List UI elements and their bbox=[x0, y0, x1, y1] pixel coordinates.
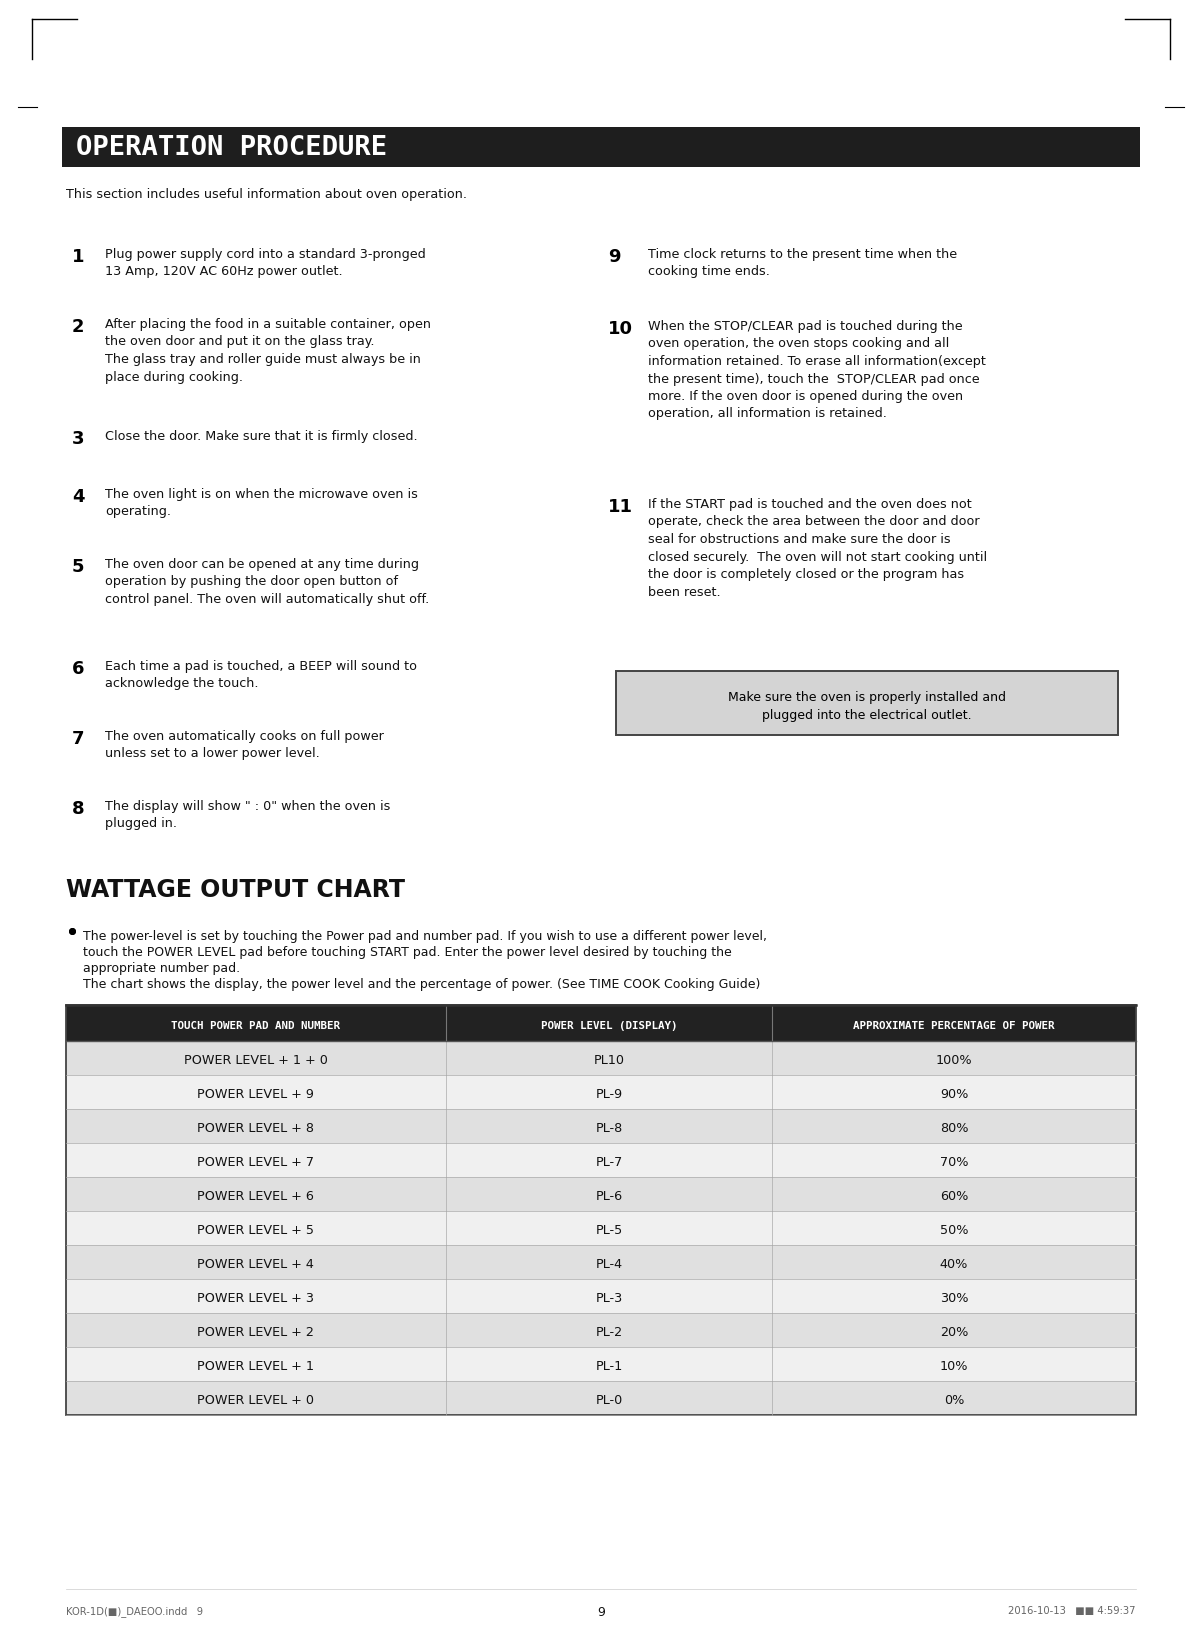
Bar bbox=[66, 1211, 1136, 1245]
Text: 20%: 20% bbox=[940, 1325, 969, 1338]
Bar bbox=[66, 1144, 1136, 1177]
Bar bbox=[66, 1314, 1136, 1346]
Text: 7: 7 bbox=[72, 730, 84, 747]
Text: 60%: 60% bbox=[940, 1190, 969, 1203]
Text: OPERATION PROCEDURE: OPERATION PROCEDURE bbox=[76, 135, 387, 162]
Text: POWER LEVEL + 7: POWER LEVEL + 7 bbox=[197, 1155, 315, 1169]
Bar bbox=[66, 1279, 1136, 1314]
Text: APPROXIMATE PERCENTAGE OF POWER: APPROXIMATE PERCENTAGE OF POWER bbox=[853, 1020, 1055, 1030]
Text: Plug power supply cord into a standard 3-pronged
13 Amp, 120V AC 60Hz power outl: Plug power supply cord into a standard 3… bbox=[105, 248, 426, 279]
Text: 80%: 80% bbox=[940, 1121, 969, 1134]
Text: POWER LEVEL + 5: POWER LEVEL + 5 bbox=[197, 1224, 315, 1237]
Bar bbox=[66, 1005, 1136, 1041]
Bar bbox=[66, 1110, 1136, 1144]
Text: Close the door. Make sure that it is firmly closed.: Close the door. Make sure that it is fir… bbox=[105, 429, 417, 442]
Text: 30%: 30% bbox=[940, 1291, 969, 1304]
Bar bbox=[66, 1005, 1136, 1415]
Text: PL-9: PL-9 bbox=[595, 1089, 623, 1102]
Text: The power-level is set by touching the Power pad and number pad. If you wish to : The power-level is set by touching the P… bbox=[83, 930, 767, 942]
Bar bbox=[66, 1381, 1136, 1415]
Text: POWER LEVEL + 6: POWER LEVEL + 6 bbox=[197, 1190, 315, 1203]
Text: touch the POWER LEVEL pad before touching START pad. Enter the power level desir: touch the POWER LEVEL pad before touchin… bbox=[83, 945, 732, 958]
Text: 40%: 40% bbox=[940, 1258, 969, 1271]
Text: appropriate number pad.: appropriate number pad. bbox=[83, 961, 240, 974]
Text: This section includes useful information about oven operation.: This section includes useful information… bbox=[66, 188, 468, 201]
Bar bbox=[615, 672, 1118, 736]
Text: 4: 4 bbox=[72, 488, 84, 506]
Bar bbox=[66, 1346, 1136, 1381]
Text: PL-0: PL-0 bbox=[595, 1394, 623, 1407]
Bar bbox=[66, 1041, 1136, 1075]
Text: PL-1: PL-1 bbox=[595, 1359, 623, 1373]
Text: POWER LEVEL + 1: POWER LEVEL + 1 bbox=[197, 1359, 315, 1373]
Text: 3: 3 bbox=[72, 429, 84, 447]
Text: PL-5: PL-5 bbox=[595, 1224, 623, 1237]
Text: 0%: 0% bbox=[944, 1394, 964, 1407]
Text: 5: 5 bbox=[72, 558, 84, 576]
Text: 9: 9 bbox=[597, 1604, 605, 1617]
Text: 50%: 50% bbox=[940, 1224, 969, 1237]
Text: The chart shows the display, the power level and the percentage of power. (See T: The chart shows the display, the power l… bbox=[83, 978, 761, 991]
Text: 1: 1 bbox=[72, 248, 84, 266]
Text: PL-4: PL-4 bbox=[595, 1258, 623, 1271]
Text: POWER LEVEL + 2: POWER LEVEL + 2 bbox=[197, 1325, 315, 1338]
Text: 11: 11 bbox=[608, 498, 633, 516]
Text: TOUCH POWER PAD AND NUMBER: TOUCH POWER PAD AND NUMBER bbox=[172, 1020, 340, 1030]
Text: 2: 2 bbox=[72, 318, 84, 336]
Bar bbox=[66, 1177, 1136, 1211]
Text: If the START pad is touched and the oven does not
operate, check the area betwee: If the START pad is touched and the oven… bbox=[648, 498, 987, 599]
Text: After placing the food in a suitable container, open
the oven door and put it on: After placing the food in a suitable con… bbox=[105, 318, 432, 384]
Text: POWER LEVEL + 0: POWER LEVEL + 0 bbox=[197, 1394, 315, 1407]
Text: 70%: 70% bbox=[940, 1155, 969, 1169]
Text: Time clock returns to the present time when the
cooking time ends.: Time clock returns to the present time w… bbox=[648, 248, 957, 279]
Text: The display will show " : 0" when the oven is
plugged in.: The display will show " : 0" when the ov… bbox=[105, 800, 391, 831]
Text: 10: 10 bbox=[608, 320, 633, 338]
Text: 9: 9 bbox=[608, 248, 620, 266]
Text: The oven automatically cooks on full power
unless set to a lower power level.: The oven automatically cooks on full pow… bbox=[105, 730, 383, 761]
Text: PL10: PL10 bbox=[594, 1054, 625, 1067]
Text: 90%: 90% bbox=[940, 1089, 969, 1102]
Bar bbox=[66, 1075, 1136, 1110]
Bar bbox=[66, 1245, 1136, 1279]
Text: POWER LEVEL + 3: POWER LEVEL + 3 bbox=[197, 1291, 315, 1304]
Text: When the STOP/CLEAR pad is touched during the
oven operation, the oven stops coo: When the STOP/CLEAR pad is touched durin… bbox=[648, 320, 986, 421]
Text: Make sure the oven is properly installed and
plugged into the electrical outlet.: Make sure the oven is properly installed… bbox=[728, 690, 1006, 721]
Bar bbox=[63, 127, 1139, 168]
Text: PL-3: PL-3 bbox=[595, 1291, 623, 1304]
Text: PL-6: PL-6 bbox=[595, 1190, 623, 1203]
Text: 6: 6 bbox=[72, 659, 84, 677]
Text: WATTAGE OUTPUT CHART: WATTAGE OUTPUT CHART bbox=[66, 878, 405, 901]
Text: POWER LEVEL + 9: POWER LEVEL + 9 bbox=[197, 1089, 315, 1102]
Text: The oven light is on when the microwave oven is
operating.: The oven light is on when the microwave … bbox=[105, 488, 418, 519]
Text: 100%: 100% bbox=[936, 1054, 972, 1067]
Text: PL-8: PL-8 bbox=[595, 1121, 623, 1134]
Text: KOR-1D(■)_DAEOO.indd   9: KOR-1D(■)_DAEOO.indd 9 bbox=[66, 1604, 203, 1616]
Text: 8: 8 bbox=[72, 800, 84, 818]
Text: PL-2: PL-2 bbox=[595, 1325, 623, 1338]
Text: PL-7: PL-7 bbox=[595, 1155, 623, 1169]
Text: POWER LEVEL + 1 + 0: POWER LEVEL + 1 + 0 bbox=[184, 1054, 328, 1067]
Text: POWER LEVEL + 4: POWER LEVEL + 4 bbox=[197, 1258, 315, 1271]
Text: POWER LEVEL (DISPLAY): POWER LEVEL (DISPLAY) bbox=[541, 1020, 677, 1030]
Text: 10%: 10% bbox=[940, 1359, 969, 1373]
Text: 2016-10-13   ■■ 4:59:37: 2016-10-13 ■■ 4:59:37 bbox=[1008, 1604, 1136, 1616]
Text: The oven door can be opened at any time during
operation by pushing the door ope: The oven door can be opened at any time … bbox=[105, 558, 429, 605]
Text: Each time a pad is touched, a BEEP will sound to
acknowledge the touch.: Each time a pad is touched, a BEEP will … bbox=[105, 659, 417, 690]
Text: POWER LEVEL + 8: POWER LEVEL + 8 bbox=[197, 1121, 315, 1134]
